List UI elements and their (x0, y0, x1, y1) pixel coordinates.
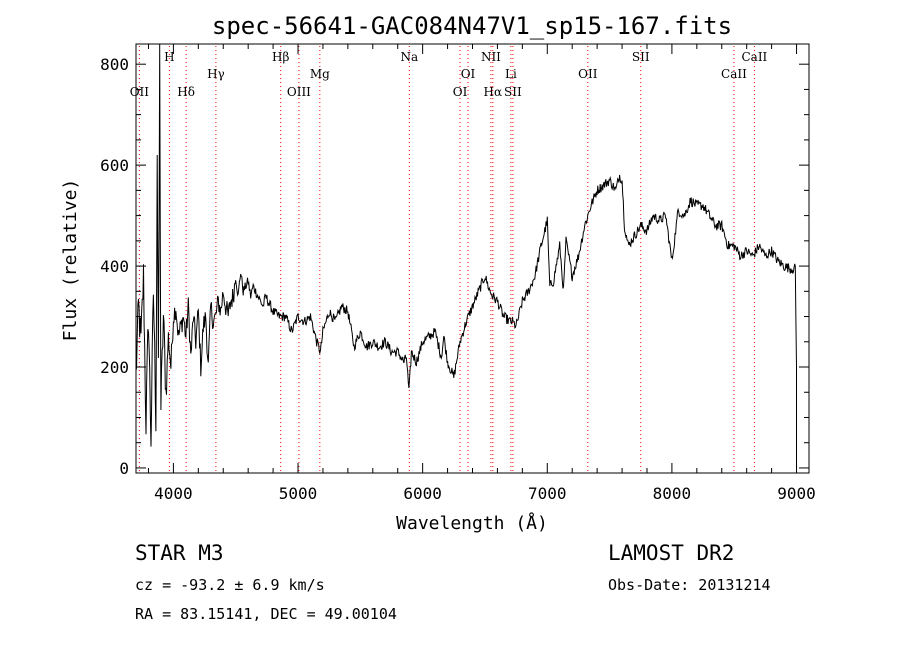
x-tick-label-2: 6000 (403, 484, 442, 503)
plot-frame (135, 43, 810, 474)
marker-label-0: OII (130, 85, 150, 99)
y-tick-label-1: 200 (100, 358, 129, 377)
x-tick-label-1: 5000 (279, 484, 318, 503)
marker-label-15: SII (632, 50, 650, 64)
observation-date: Obs-Date: 20131214 (608, 576, 771, 594)
x-tick-label-3: 7000 (528, 484, 567, 503)
marker-label-1: H (164, 50, 174, 64)
marker-label-17: CaII (741, 50, 767, 64)
y-tick-label-2: 400 (100, 257, 129, 276)
marker-label-10: NII (481, 50, 501, 64)
survey-name: LAMOST DR2 (608, 541, 735, 565)
marker-label-6: Mg (310, 67, 330, 81)
y-tick-label-4: 800 (100, 55, 129, 74)
y-axis-label: Flux (relative) (60, 179, 81, 342)
marker-label-14: OII (578, 67, 598, 81)
y-tick-label-0: 0 (119, 459, 129, 478)
chart-title: spec-56641-GAC084N47V1_sp15-167.fits (212, 12, 732, 40)
marker-label-7: Na (400, 50, 418, 64)
series (135, 43, 797, 468)
x-tick-label-5: 9000 (777, 484, 816, 503)
redshift-velocity: cz = -93.2 ± 6.9 km/s (135, 576, 325, 594)
marker-label-9: OI (461, 67, 476, 81)
marker-label-2: Hδ (177, 85, 195, 99)
x-tick-label-4: 8000 (653, 484, 692, 503)
marker-label-11: Hα (484, 85, 503, 99)
marker-label-3: Hγ (207, 67, 225, 81)
x-tick-label-0: 4000 (154, 484, 193, 503)
marker-label-13: SII (504, 85, 522, 99)
marker-label-12: Li (505, 67, 517, 81)
marker-label-4: Hβ (272, 50, 289, 64)
object-class: STAR M3 (135, 541, 224, 565)
axes: 4000 5000 6000 7000 8000 9000 0 200 400 600 800 (100, 43, 816, 503)
y-tick-label-3: 600 (100, 156, 129, 175)
marker-label-5: OIII (287, 85, 311, 99)
x-axis-label: Wavelength (Å) (396, 512, 548, 534)
sky-coordinates: RA = 83.15141, DEC = 49.00104 (135, 605, 397, 623)
marker-label-16: CaII (721, 67, 747, 81)
spectrum-series-0 (135, 43, 797, 468)
marker-label-8: OI (453, 85, 468, 99)
